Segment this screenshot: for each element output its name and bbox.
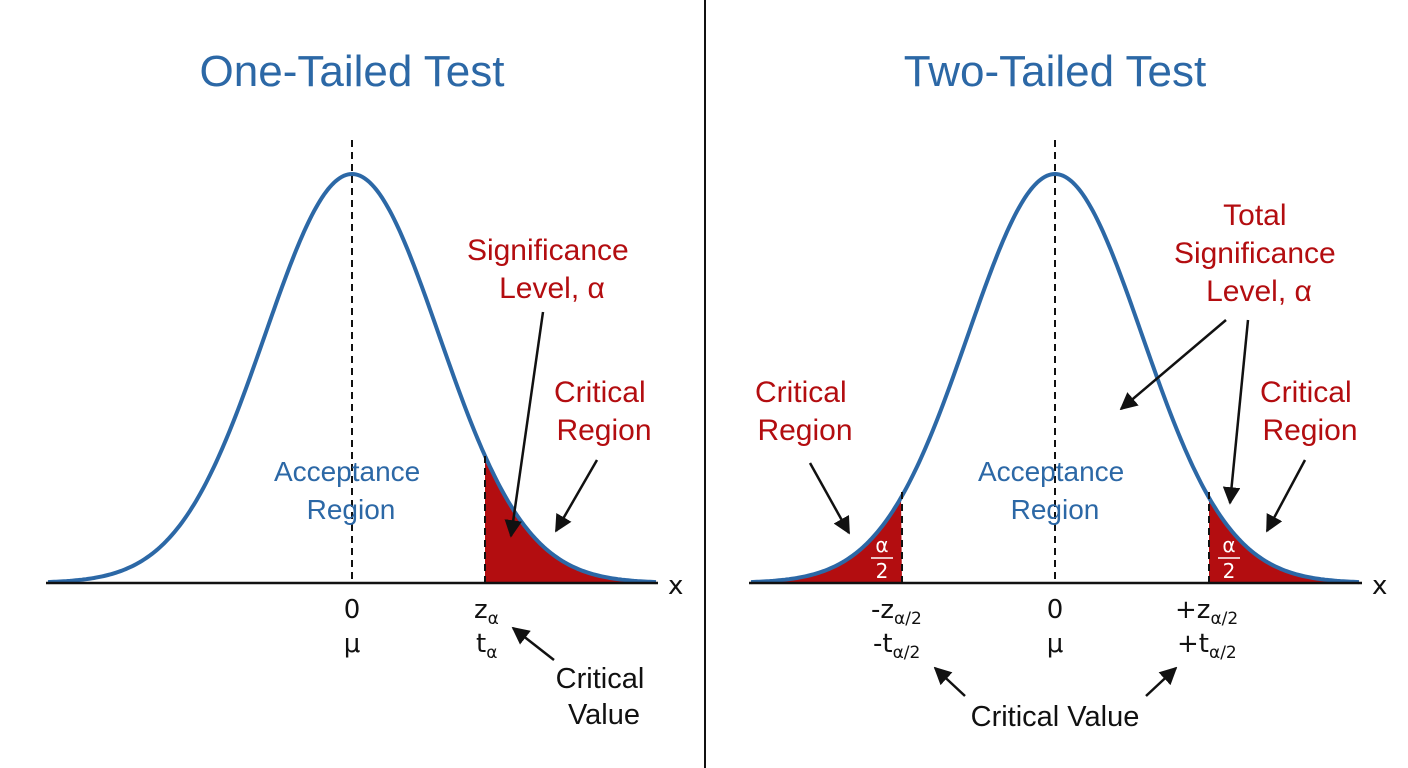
two-tailed-center-param: μ [1047, 629, 1064, 659]
two-tailed-left-critical-t: -tα/2 [873, 629, 920, 663]
two-tailed-left-critical-fill [751, 497, 902, 583]
svg-text:α: α [875, 533, 888, 557]
one-tailed-normal-curve [47, 171, 657, 585]
two-tailed-left-critical-region-label: Critical Region [755, 376, 855, 447]
one-tailed-critical-z: zα [474, 595, 499, 629]
two-tailed-right-critical-t: +tα/2 [1177, 629, 1237, 663]
two-tailed-right-critical-region-label: Critical Region [1260, 376, 1360, 447]
one-tailed-center-value: 0 [344, 595, 361, 625]
two-tailed-right-critical-region-arrow [1265, 459, 1307, 533]
one-tailed-title: One-Tailed Test [200, 47, 505, 96]
one-tailed-critical-t: tα [476, 629, 497, 663]
one-tailed-acceptance-label: Acceptance Region [274, 456, 428, 525]
two-tailed-significance-label: Total Significance Level, α [1174, 199, 1344, 308]
two-tailed-significance-arrow-right [1222, 319, 1250, 505]
one-tailed-critical-region-label: Critical Region [554, 376, 654, 447]
one-tailed-center-param: μ [344, 629, 361, 659]
one-tailed-significance-label: Significance Level, α [467, 234, 637, 305]
two-tailed-critical-value-arrow-left [933, 666, 966, 697]
two-tailed-critical-value-label: Critical Value [971, 701, 1140, 733]
svg-text:2: 2 [876, 559, 889, 583]
one-tailed-critical-value-label: Critical Value [556, 663, 653, 731]
two-tailed-critical-value-arrow-right [1145, 666, 1178, 697]
two-tailed-acceptance-label: Acceptance Region [978, 456, 1132, 525]
two-tailed-normal-curve [750, 171, 1360, 585]
one-tailed-axis-label: x [668, 571, 683, 601]
two-tailed-right-critical-fill [1209, 497, 1360, 583]
two-tailed-left-alpha-half: α 2 [871, 533, 893, 583]
two-tailed-right-alpha-half: α 2 [1218, 533, 1240, 583]
one-tailed-significance-arrow [504, 311, 545, 538]
one-tailed-critical-value-arrow [511, 626, 555, 661]
two-tailed-axis-label: x [1372, 571, 1387, 601]
two-tailed-center-value: 0 [1047, 595, 1064, 625]
one-tailed-critical-region-fill [485, 455, 656, 583]
two-tailed-left-critical-z: -zα/2 [871, 595, 922, 629]
svg-text:α: α [1222, 533, 1235, 557]
one-tailed-panel: One-Tailed Test x Acceptance Region Sign… [46, 47, 683, 731]
svg-text:2: 2 [1223, 559, 1236, 583]
two-tailed-title: Two-Tailed Test [904, 47, 1206, 96]
two-tailed-panel: Two-Tailed Test x α 2 α 2 Acceptance Reg… [749, 47, 1387, 733]
two-tailed-left-critical-region-arrow [808, 462, 851, 535]
two-tailed-right-critical-z: +zα/2 [1175, 595, 1238, 629]
two-tailed-significance-arrow-left [1119, 319, 1227, 411]
one-tailed-critical-region-arrow [554, 459, 599, 533]
